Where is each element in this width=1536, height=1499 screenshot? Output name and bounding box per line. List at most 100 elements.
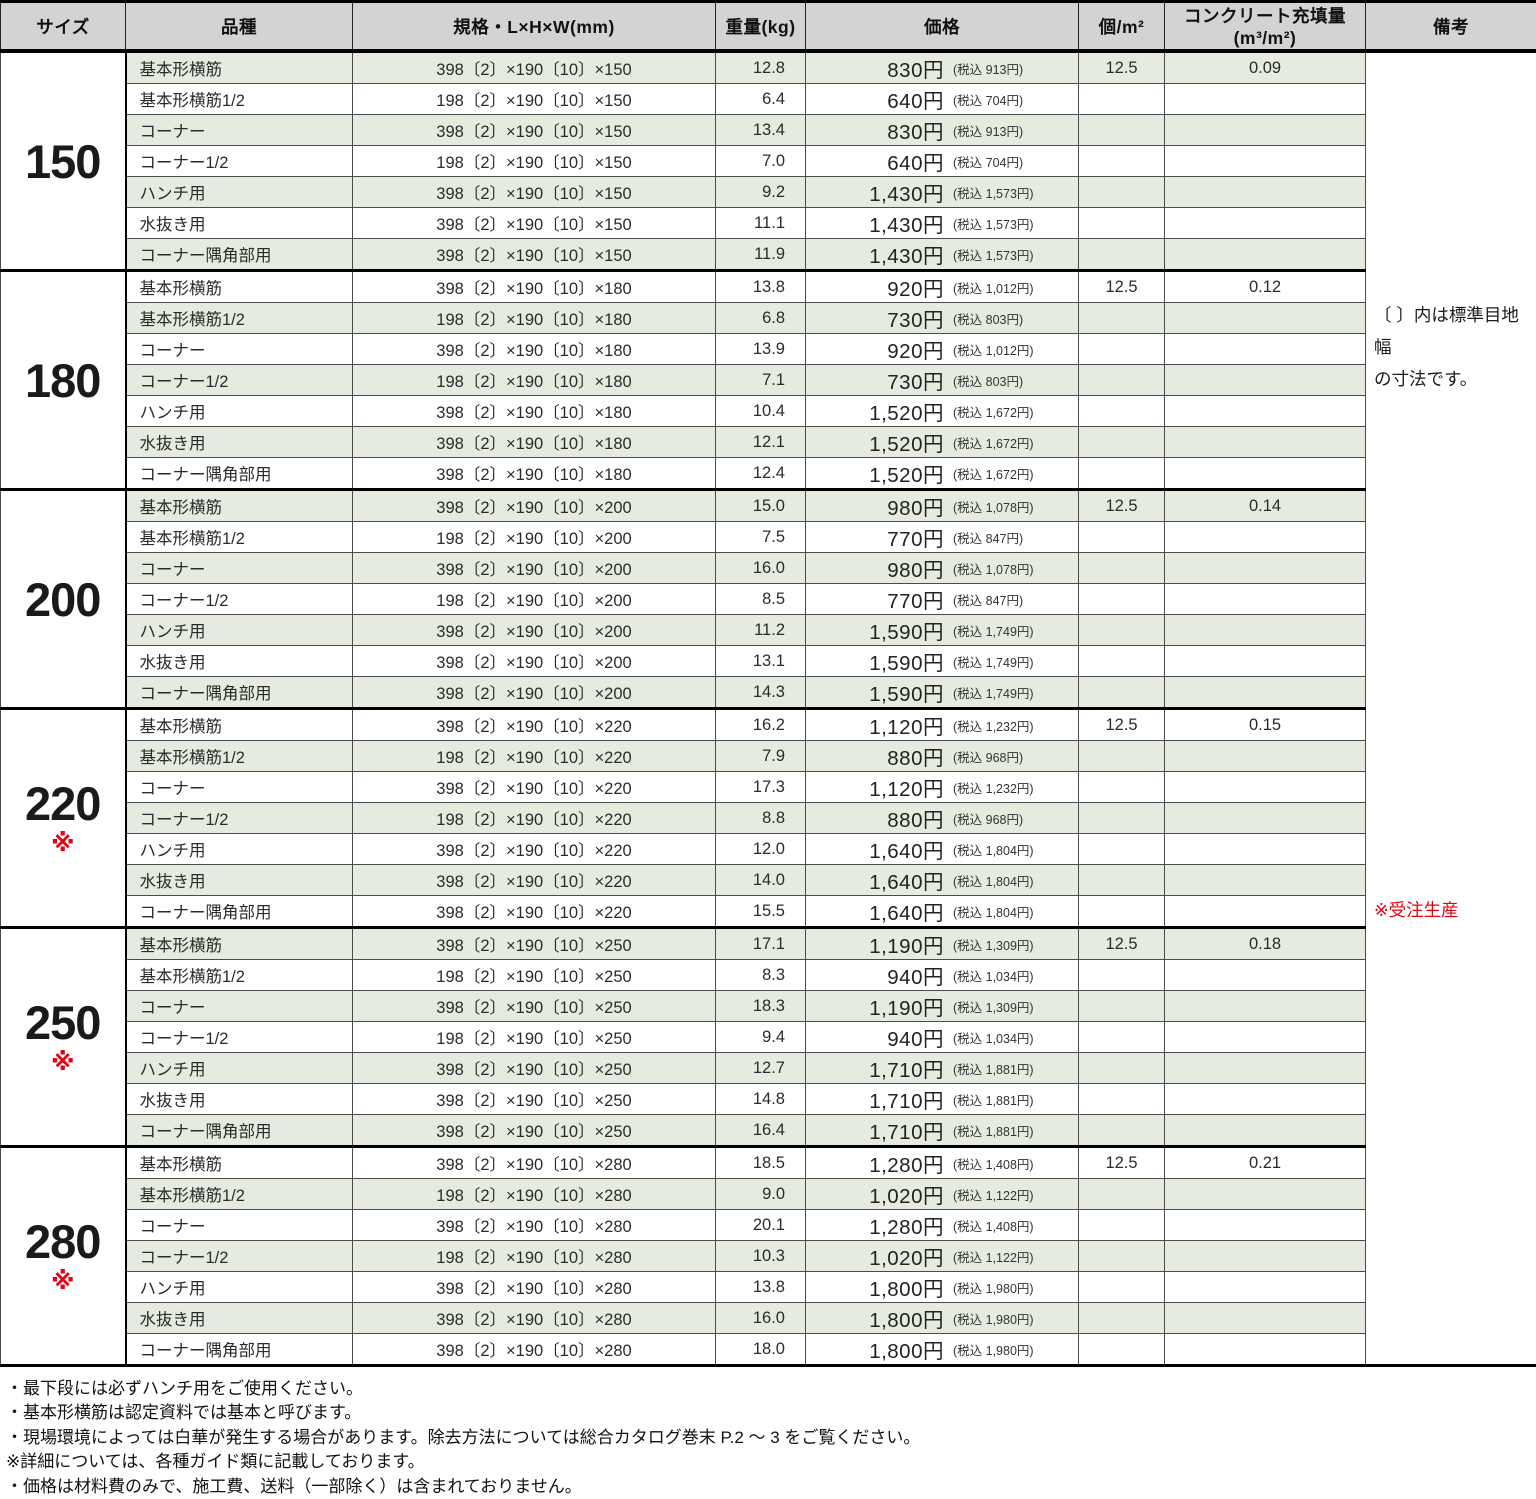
cell-per-m2: [1079, 803, 1165, 834]
price-main: 1,590円: [806, 615, 944, 645]
cell-spec: 198〔2〕×190〔10〕×220: [353, 803, 716, 834]
cell-concrete-fill: [1165, 1210, 1366, 1241]
cell-concrete-fill: [1165, 1022, 1366, 1053]
price-main: 1,800円: [806, 1334, 944, 1364]
cell-per-m2: [1079, 1022, 1165, 1053]
price-tax-included: (税込 803円): [944, 371, 1078, 390]
cell-variety: 基本形横筋: [126, 928, 353, 960]
cell-price: 730円(税込 803円): [806, 303, 1079, 334]
cell-price: 1,430円(税込 1,573円): [806, 239, 1079, 271]
cell-spec: 398〔2〕×190〔10〕×150: [353, 239, 716, 271]
cell-concrete-fill: [1165, 458, 1366, 490]
size-label: 250: [1, 999, 125, 1046]
cell-weight: 7.9: [716, 741, 806, 772]
cell-spec: 198〔2〕×190〔10〕×250: [353, 1022, 716, 1053]
price-tax-included: (税込 1,804円): [944, 871, 1078, 890]
cell-price: 940円(税込 1,034円): [806, 960, 1079, 991]
price-main: 1,590円: [806, 677, 944, 707]
cell-price: 1,640円(税込 1,804円): [806, 865, 1079, 896]
cell-per-m2: [1079, 1272, 1165, 1303]
cell-variety: 基本形横筋: [126, 51, 353, 84]
price-main: 880円: [806, 803, 944, 833]
cell-per-m2: [1079, 615, 1165, 646]
cell-per-m2: [1079, 1115, 1165, 1147]
cell-spec: 198〔2〕×190〔10〕×250: [353, 960, 716, 991]
col-header-weight: 重量(kg): [716, 2, 806, 52]
price-main: 1,710円: [806, 1115, 944, 1145]
cell-weight: 15.0: [716, 490, 806, 522]
price: 1,800円(税込 1,980円): [806, 1272, 1078, 1302]
footnote-line: ・価格は材料費のみで、施工費、送料（一部除く）は含まれておりません。: [6, 1475, 1532, 1499]
cell-spec: 398〔2〕×190〔10〕×250: [353, 991, 716, 1022]
cell-concrete-fill: [1165, 396, 1366, 427]
price-main: 1,640円: [806, 865, 944, 895]
cell-weight: 8.5: [716, 584, 806, 615]
price-tax-included: (税込 704円): [944, 90, 1078, 109]
joint-width-note: 〔 〕内は標準目地幅 の寸法です。: [1374, 299, 1536, 395]
price: 640円(税込 704円): [806, 84, 1078, 114]
cell-variety: 基本形横筋: [126, 271, 353, 303]
cell-variety: コーナー1/2: [126, 1022, 353, 1053]
cell-concrete-fill: [1165, 522, 1366, 553]
price-main: 1,710円: [806, 1084, 944, 1114]
cell-concrete-fill: 0.09: [1165, 51, 1366, 84]
price: 920円(税込 1,012円): [806, 272, 1078, 302]
price-tax-included: (税込 1,573円): [944, 183, 1078, 202]
price: 940円(税込 1,034円): [806, 1022, 1078, 1052]
made-to-order-star-icon: ※: [1, 1051, 125, 1075]
price: 1,280円(税込 1,408円): [806, 1210, 1078, 1240]
price-main: 770円: [806, 522, 944, 552]
price: 1,640円(税込 1,804円): [806, 896, 1078, 926]
footnote-line: ※詳細については、各種ガイド類に記載しております。: [6, 1450, 1532, 1474]
price-main: 1,520円: [806, 427, 944, 457]
cell-weight: 10.4: [716, 396, 806, 427]
price: 1,800円(税込 1,980円): [806, 1303, 1078, 1333]
cell-concrete-fill: [1165, 146, 1366, 177]
cell-spec: 398〔2〕×190〔10〕×200: [353, 490, 716, 522]
cell-variety: ハンチ用: [126, 1272, 353, 1303]
cell-price: 1,280円(税込 1,408円): [806, 1147, 1079, 1179]
price-tax-included: (税込 1,408円): [944, 1154, 1078, 1173]
price-main: 1,280円: [806, 1210, 944, 1240]
cell-price: 1,640円(税込 1,804円): [806, 896, 1079, 928]
made-to-order-star-icon: ※: [1, 832, 125, 856]
price-tax-included: (税込 1,749円): [944, 683, 1078, 702]
cell-variety: コーナー1/2: [126, 365, 353, 396]
cell-price: 1,590円(税込 1,749円): [806, 677, 1079, 709]
price: 1,120円(税込 1,232円): [806, 710, 1078, 740]
cell-per-m2: [1079, 115, 1165, 146]
cell-variety: 水抜き用: [126, 646, 353, 677]
cell-spec: 398〔2〕×190〔10〕×250: [353, 1115, 716, 1147]
cell-concrete-fill: [1165, 208, 1366, 239]
price-main: 1,020円: [806, 1241, 944, 1271]
cell-concrete-fill: [1165, 1053, 1366, 1084]
cell-concrete-fill: [1165, 1303, 1366, 1334]
cell-per-m2: [1079, 553, 1165, 584]
price-main: 1,020円: [806, 1179, 944, 1209]
cell-per-m2: [1079, 834, 1165, 865]
price-tax-included: (税込 1,881円): [944, 1059, 1078, 1078]
cell-per-m2: [1079, 1179, 1165, 1210]
size-label: 220: [1, 780, 125, 827]
price-tax-included: (税込 1,804円): [944, 902, 1078, 921]
price-tax-included: (税込 847円): [944, 528, 1078, 547]
cell-per-m2: 12.5: [1079, 271, 1165, 303]
col-header-remarks: 備考: [1366, 2, 1536, 52]
price-tax-included: (税込 1,122円): [944, 1247, 1078, 1266]
cell-price: 770円(税込 847円): [806, 522, 1079, 553]
size-cell-280: 280※: [1, 1147, 126, 1366]
cell-variety: 基本形横筋1/2: [126, 741, 353, 772]
cell-weight: 12.1: [716, 427, 806, 458]
cell-weight: 18.0: [716, 1334, 806, 1366]
